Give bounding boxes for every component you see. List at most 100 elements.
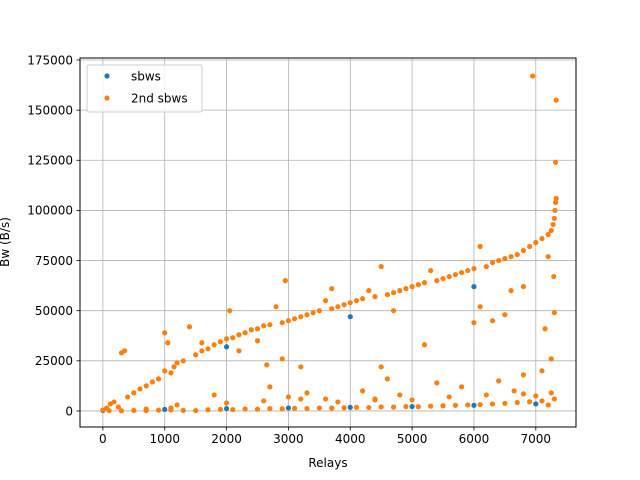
data-point: [446, 273, 452, 280]
data-point: [415, 282, 421, 288]
data-point: [477, 304, 483, 310]
data-point: [180, 407, 186, 413]
data-point: [440, 403, 446, 409]
data-point: [292, 316, 298, 322]
data-point: [421, 342, 428, 348]
data-point: [329, 286, 335, 292]
data-point: [415, 404, 421, 410]
data-point: [298, 364, 304, 370]
data-point: [230, 406, 236, 413]
data-point: [428, 403, 434, 409]
data-point: [353, 404, 360, 410]
data-point: [372, 397, 378, 403]
data-point: [530, 73, 536, 79]
data-point: [174, 402, 180, 408]
data-point: [471, 320, 477, 326]
data-point: [329, 405, 335, 411]
data-point: [264, 362, 270, 368]
data-point: [514, 251, 520, 258]
data-point: [155, 407, 162, 413]
data-point: [378, 263, 384, 270]
data-point: [489, 318, 496, 324]
data-point: [205, 407, 211, 413]
y-tick-label: 25000: [35, 354, 73, 368]
data-point: [168, 405, 174, 411]
data-point: [248, 327, 254, 333]
data-point: [174, 360, 180, 366]
series-2nd-sbws: [100, 73, 559, 414]
x-tick-label: 4000: [335, 432, 366, 446]
data-point: [384, 292, 390, 298]
legend-label-2nd-sbws: 2nd sbws: [131, 92, 188, 106]
data-point: [384, 376, 390, 382]
data-point: [236, 332, 242, 338]
data-point: [223, 344, 230, 350]
data-point: [551, 215, 557, 222]
x-tick-label: 2000: [211, 432, 242, 446]
data-point: [551, 396, 557, 402]
x-tick-label: 6000: [459, 432, 490, 446]
data-point: [143, 406, 149, 412]
data-point: [223, 336, 230, 342]
data-point: [477, 401, 483, 408]
legend: sbws 2nd sbws: [86, 64, 203, 113]
data-point: [452, 271, 459, 278]
data-point: [514, 399, 520, 406]
data-point: [483, 392, 489, 398]
y-axis-label: Bw (B/s): [0, 217, 12, 267]
data-point: [211, 342, 217, 348]
data-point: [223, 405, 230, 412]
data-point: [329, 306, 335, 312]
data-point: [421, 280, 428, 286]
data-point: [548, 356, 554, 362]
data-point: [366, 404, 372, 411]
data-point: [304, 312, 310, 318]
data-point: [223, 400, 230, 406]
data-point: [434, 278, 440, 284]
data-point: [155, 376, 162, 382]
data-point: [316, 308, 322, 314]
data-point: [366, 288, 372, 294]
data-point: [205, 346, 211, 352]
data-point: [489, 259, 496, 266]
data-point: [360, 388, 366, 394]
data-point: [111, 399, 117, 405]
data-point: [428, 267, 434, 274]
data-point: [322, 396, 329, 402]
data-point: [471, 265, 477, 272]
data-point: [440, 275, 446, 282]
x-tick-label: 0: [99, 432, 107, 446]
data-point: [403, 403, 409, 410]
data-point: [217, 339, 223, 345]
data-point: [552, 159, 559, 165]
data-point: [496, 257, 502, 264]
data-point: [162, 368, 168, 374]
data-point: [285, 405, 292, 411]
data-point: [131, 407, 137, 413]
data-point: [520, 247, 527, 254]
data-point: [548, 227, 554, 234]
x-tick-label: 5000: [397, 432, 428, 446]
data-point: [552, 199, 559, 205]
data-point: [360, 296, 366, 302]
data-point: [298, 314, 304, 320]
data-point: [298, 396, 304, 402]
data-point: [335, 304, 341, 310]
data-point: [539, 368, 545, 374]
data-point: [267, 384, 273, 390]
data-point: [551, 273, 557, 280]
data-point: [446, 394, 452, 400]
data-point: [434, 380, 440, 386]
x-tick-label: 3000: [273, 432, 304, 446]
data-point: [477, 243, 483, 250]
data-point: [162, 406, 168, 412]
data-point: [254, 406, 261, 412]
data-point: [211, 392, 217, 398]
data-point: [292, 405, 298, 411]
data-point: [322, 298, 329, 304]
y-tick-label: 150000: [27, 103, 73, 117]
x-tick-label: 1000: [149, 432, 180, 446]
data-point: [553, 195, 559, 201]
data-point: [458, 269, 465, 276]
